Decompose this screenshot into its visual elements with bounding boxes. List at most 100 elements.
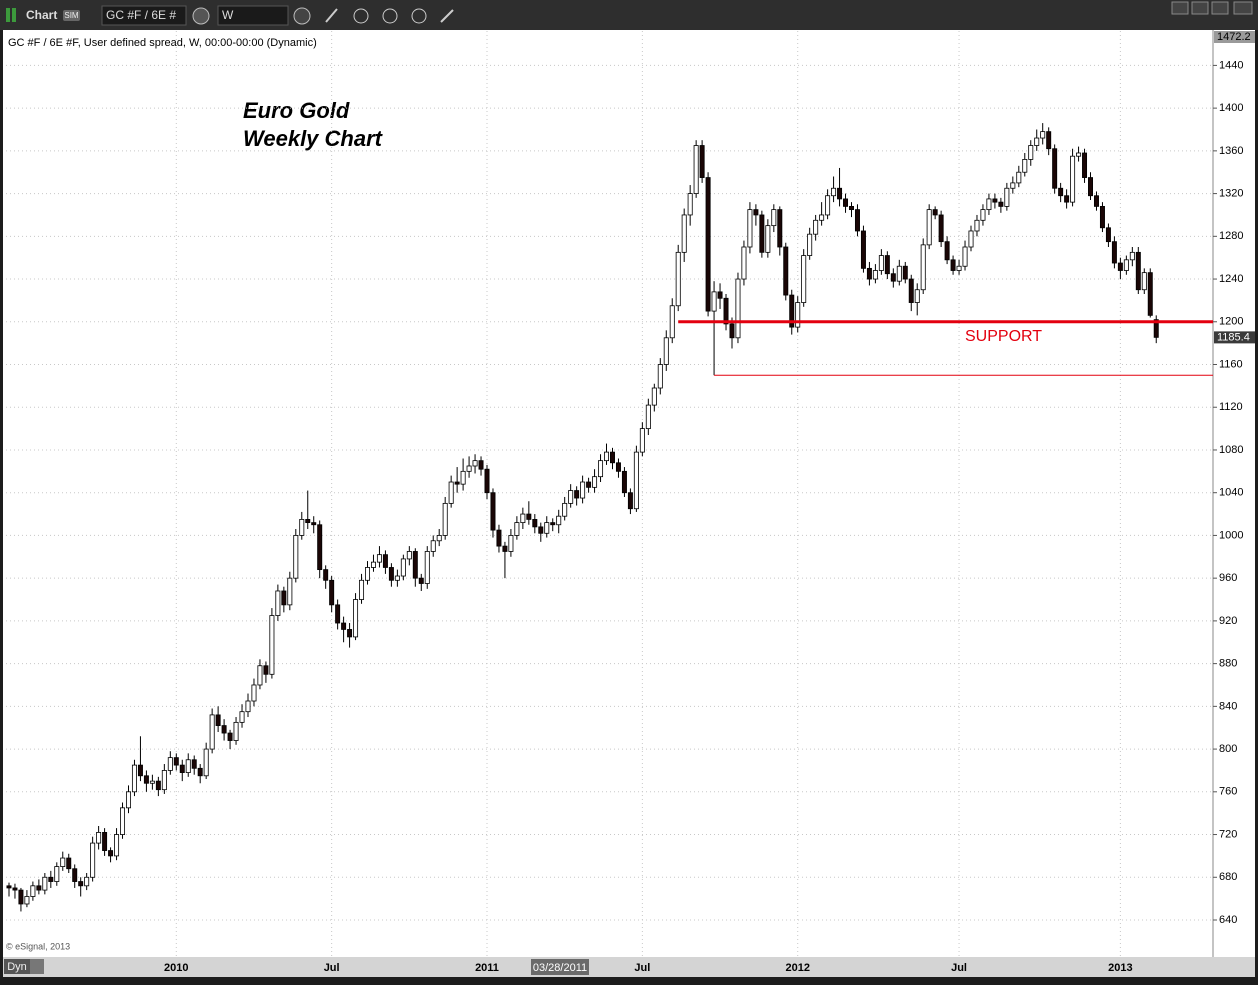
candle-body [633, 451, 639, 510]
candle-body [849, 206, 854, 211]
candle-body [203, 748, 209, 777]
window-button[interactable] [1191, 1, 1209, 15]
y-tick-label: 1000 [1219, 529, 1243, 541]
candle-body [783, 246, 789, 296]
app-icon [12, 8, 16, 22]
candle-body [430, 540, 436, 552]
candle-body [400, 558, 406, 577]
candle-body [245, 700, 251, 713]
candle-body [263, 665, 269, 675]
x-tick-label: 2010 [164, 962, 188, 974]
candle-body [1004, 187, 1010, 207]
interval-box[interactable] [217, 5, 289, 26]
candle-body [950, 259, 956, 271]
candle-body [406, 551, 412, 560]
time-button[interactable] [293, 7, 311, 25]
sim-badge[interactable] [63, 10, 80, 21]
candle-body [281, 590, 287, 606]
window-close[interactable] [1233, 1, 1253, 15]
candle-body [42, 876, 48, 891]
link-tool[interactable] [440, 9, 454, 23]
window-button[interactable] [1171, 1, 1189, 15]
candle-body [311, 522, 317, 526]
candle-body [896, 265, 902, 282]
candle-body [436, 535, 442, 542]
candle-body [645, 404, 651, 430]
candle-body [1105, 227, 1111, 243]
candle-body [293, 535, 299, 579]
candle-body [1123, 259, 1129, 271]
y-tick-label: 840 [1219, 700, 1237, 712]
top-price-label: 1472.2 [1217, 31, 1251, 43]
candle-body [502, 545, 508, 552]
candle-body [908, 278, 914, 303]
candle-body [1076, 152, 1082, 157]
candle-body [388, 567, 394, 581]
symbol-box[interactable] [101, 5, 187, 26]
candle-body [609, 451, 615, 464]
window-button[interactable] [1211, 1, 1229, 15]
candle-body [454, 481, 460, 485]
refresh-button[interactable] [192, 7, 210, 25]
candle-body [239, 711, 245, 723]
candle-body [1111, 241, 1117, 264]
candle-body [771, 209, 777, 227]
candle-body [72, 868, 78, 882]
candle-body [149, 780, 155, 784]
candle-body [347, 629, 353, 638]
draw-tool[interactable] [325, 8, 338, 23]
candle-body [227, 732, 233, 741]
candle-body [962, 246, 968, 267]
candle-body [179, 764, 185, 773]
candle-body [747, 209, 753, 248]
candle-body [317, 524, 323, 571]
candle-body [1058, 187, 1064, 197]
candle-body [938, 214, 944, 243]
candle-body [496, 529, 502, 547]
candle-body [275, 590, 281, 616]
y-tick-label: 680 [1219, 871, 1237, 883]
candle-body [1141, 272, 1147, 291]
candle-body [920, 244, 926, 291]
candle-body [514, 522, 520, 536]
candle-body [741, 246, 747, 280]
candle-body [323, 569, 329, 581]
y-tick-label: 1400 [1219, 102, 1243, 114]
cycle-tool[interactable] [353, 8, 369, 24]
candle-body [1052, 148, 1058, 189]
candle-body [878, 255, 884, 271]
candle-body [120, 807, 126, 835]
play-tool[interactable] [382, 8, 398, 24]
x-tick-label: 2011 [475, 962, 499, 974]
y-tick-label: 760 [1219, 786, 1237, 798]
candle-body [412, 551, 418, 579]
candle-body [490, 492, 496, 531]
candle-body [615, 462, 621, 472]
candle-body [854, 209, 860, 232]
candle-body [789, 294, 795, 328]
dyn-button[interactable] [4, 959, 30, 974]
candle-body [137, 764, 143, 777]
candle-body [843, 198, 849, 207]
candle-body [382, 554, 388, 568]
candle-body [287, 577, 293, 606]
alert-tool[interactable] [411, 8, 427, 24]
candle-body [472, 460, 478, 467]
candle-body [968, 230, 974, 248]
candle-body [155, 780, 161, 791]
candle-body [1129, 251, 1135, 261]
candle-body [36, 885, 42, 891]
top-price-box [1214, 31, 1255, 43]
candle-body [6, 885, 12, 889]
lock-button[interactable] [30, 959, 44, 974]
candle-body [1016, 171, 1022, 184]
candle-body [1034, 137, 1040, 146]
sim-badge-text: SIM [64, 11, 79, 20]
candle-body [980, 209, 986, 221]
candle-body [365, 567, 370, 581]
candle-body [1117, 262, 1123, 271]
cursor-date: 03/28/2011 [533, 962, 587, 974]
candle-body [556, 515, 562, 526]
x-tick-label: 2013 [1108, 962, 1132, 974]
